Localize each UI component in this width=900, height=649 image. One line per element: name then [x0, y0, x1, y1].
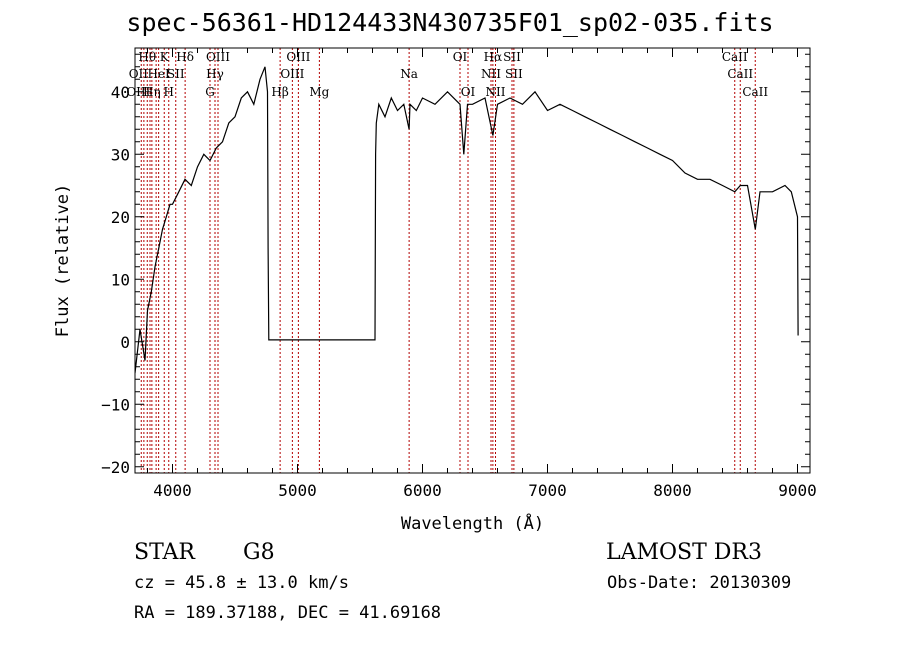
- spectral-line-label: Hη: [143, 85, 161, 99]
- spectral-line-label: Hδ: [176, 50, 194, 64]
- y-tick-label: 40: [111, 83, 130, 102]
- x-tick-label: 8000: [653, 481, 692, 500]
- spectral-line-label: OI: [461, 85, 476, 99]
- spectral-line-label: NII: [481, 67, 501, 81]
- chart-title: spec-56361-HD124433N430735F01_sp02-035.f…: [126, 8, 774, 37]
- spectral-line-label: OI: [453, 50, 468, 64]
- y-tick-label: 20: [111, 208, 130, 227]
- spectral-line-label: Hθ: [138, 50, 156, 64]
- spectral-line-label: OIII: [206, 50, 230, 64]
- x-tick-label: 9000: [778, 481, 817, 500]
- spectral-line-label: OIII: [286, 50, 310, 64]
- obs-date-text: Obs-Date: 20130309: [607, 573, 792, 593]
- spectral-line-label: CaII: [742, 85, 768, 99]
- spectral-line-label: K: [160, 50, 170, 64]
- y-tick-label: 0: [120, 333, 130, 352]
- spectral-line-label: OII: [129, 67, 149, 81]
- spectral-line-label: Na: [400, 67, 418, 81]
- y-axis-label: Flux (relative): [53, 184, 73, 338]
- axis-ticks: 4000 5000 6000 7000 8000 9000 −20 −10 0 10 20 30 40: [101, 48, 817, 500]
- x-tick-label: 6000: [403, 481, 442, 500]
- y-tick-label: 30: [111, 145, 130, 164]
- spectral-line-label: Mg: [309, 85, 329, 99]
- survey-name: LAMOST DR3: [606, 540, 762, 565]
- redshift-text: cz = 45.8 ± 13.0 km/s: [134, 573, 349, 593]
- object-class: STAR: [134, 540, 195, 565]
- spectral-lines: [140, 48, 756, 473]
- spectral-line-label: HeI: [147, 67, 170, 81]
- spectral-line-label: OIII: [280, 67, 304, 81]
- y-tick-label: −10: [101, 395, 130, 414]
- spectral-line-label: Hα: [484, 50, 503, 64]
- x-axis-label: Wavelength (Å): [401, 512, 544, 534]
- y-tick-label: 10: [111, 270, 130, 289]
- object-subclass: G8: [243, 540, 275, 565]
- spectrum-line: [135, 66, 799, 374]
- spectral-line-label: NII: [486, 85, 506, 99]
- spectral-line-label: SII: [505, 67, 523, 81]
- spectral-line-label: G: [205, 85, 215, 99]
- spectral-line-label: Hγ: [206, 67, 224, 81]
- spectral-line-label: Hβ: [271, 85, 288, 99]
- y-tick-label: −20: [101, 458, 130, 477]
- spectral-line-label: CaII: [727, 67, 753, 81]
- x-tick-label: 7000: [528, 481, 567, 500]
- spectral-line-label: SII: [167, 67, 185, 81]
- coordinates-text: RA = 189.37188, DEC = 41.69168: [134, 603, 442, 623]
- x-tick-label: 4000: [153, 481, 192, 500]
- spectral-line-label: H: [164, 85, 174, 99]
- spectral-line-label: CaII: [722, 50, 748, 64]
- spectrum-series: [135, 66, 799, 374]
- x-tick-label: 5000: [278, 481, 317, 500]
- spectral-line-label: SII: [503, 50, 521, 64]
